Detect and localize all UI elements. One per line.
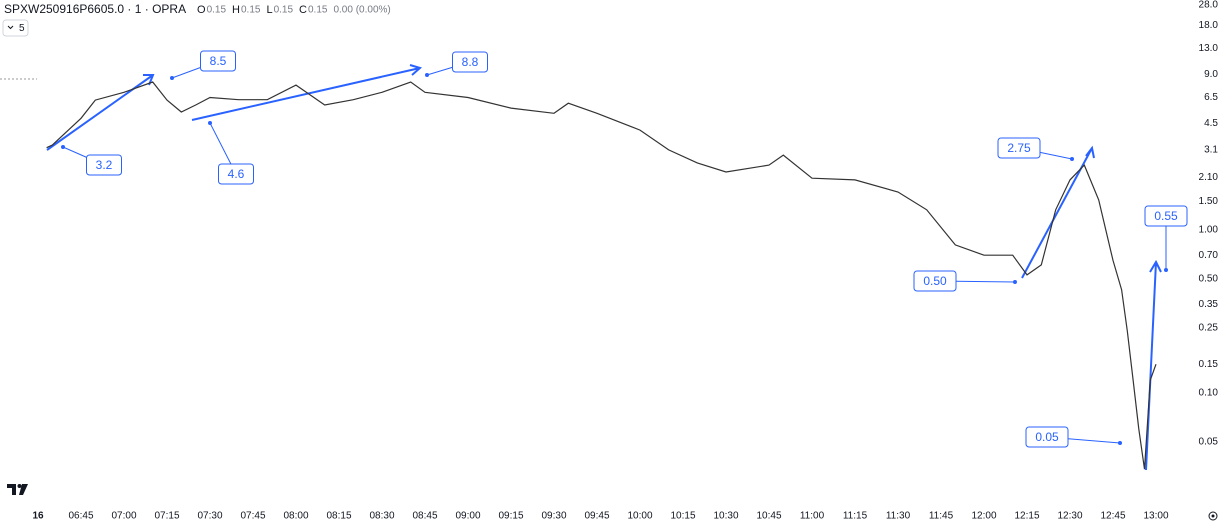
callout-box: [452, 51, 488, 73]
callout-box: [1144, 205, 1188, 227]
callout-anchor: [425, 73, 429, 77]
y-tick-label: 0.05: [1199, 437, 1219, 448]
x-tick-label: 12:00: [971, 511, 996, 522]
x-tick-label: 13:00: [1143, 511, 1168, 522]
ohlc-value: 0.15: [274, 5, 294, 16]
callout-box: [1025, 426, 1069, 448]
y-tick-label: 3.1: [1204, 145, 1218, 156]
ohlc-key: O: [197, 4, 206, 16]
tv-logo: [7, 484, 28, 495]
callout-anchor: [170, 76, 174, 80]
callout-anchor: [1013, 280, 1017, 284]
x-tick-label: 08:15: [326, 511, 351, 522]
callout-anchor: [61, 145, 65, 149]
y-tick-label: 0.50: [1199, 274, 1219, 285]
y-tick-label: 0.15: [1199, 359, 1219, 370]
callout-label: 4.6: [228, 167, 245, 181]
x-tick-label: 07:00: [111, 511, 136, 522]
callout: 2.75: [997, 137, 1074, 161]
y-tick-label: 0.35: [1199, 299, 1219, 310]
ohlc-key: L: [266, 4, 272, 16]
callout-label: 2.75: [1007, 141, 1031, 155]
callout-label: 0.50: [923, 274, 947, 288]
x-tick-label: 10:00: [627, 511, 652, 522]
callout: 0.05: [1025, 426, 1122, 448]
x-tick-label: 09:00: [455, 511, 480, 522]
ohlc-key: C: [299, 4, 307, 16]
interval[interactable]: 5: [19, 23, 25, 34]
ohlc-legend: O 0.15 H 0.15 L 0.15 C 0.15 0.00 (0.00%): [197, 4, 391, 16]
x-tick-label: 12:15: [1014, 511, 1039, 522]
x-tick-label: 12:45: [1100, 511, 1125, 522]
ohlc-value: 0.15: [308, 5, 328, 16]
y-tick-label: 9.0: [1204, 69, 1218, 80]
symbol: SPXW250916P6605.0 · 1 · OPRA: [4, 2, 186, 16]
callout: 8.5: [170, 50, 236, 80]
x-tick-label: 10:15: [670, 511, 695, 522]
callout-label: 0.55: [1154, 209, 1178, 223]
callout-box: [86, 154, 122, 176]
price-line: [46, 81, 1157, 470]
y-tick-label: 0.25: [1199, 323, 1219, 334]
y-tick-label: 1.00: [1199, 225, 1219, 236]
callout: 4.6: [208, 121, 254, 185]
x-tick-label: 12:30: [1057, 511, 1082, 522]
callout-box: [218, 163, 254, 185]
callout-label: 3.2: [96, 158, 113, 172]
callout-box: [997, 137, 1041, 159]
x-tick-label: 10:45: [756, 511, 781, 522]
y-tick-label: 6.5: [1204, 92, 1218, 103]
y-tick-label: 1.50: [1199, 196, 1219, 207]
x-tick-label: 07:15: [154, 511, 179, 522]
y-tick-label: 18.0: [1199, 20, 1219, 31]
x-tick-label: 08:00: [283, 511, 308, 522]
x-tick-label: 09:45: [584, 511, 609, 522]
callout-anchor: [1118, 441, 1122, 445]
y-tick-label: 28.0: [1199, 0, 1219, 11]
x-tick-label: 06:45: [68, 511, 93, 522]
x-tick-label: 09:15: [498, 511, 523, 522]
callout-box: [200, 50, 236, 72]
callout-box: [913, 270, 957, 292]
ohlc-key: H: [232, 4, 240, 16]
callout: 0.55: [1144, 205, 1188, 272]
x-tick-label: 16: [32, 511, 44, 522]
y-tick-label: 4.5: [1204, 118, 1218, 129]
x-tick-label: 08:30: [369, 511, 394, 522]
y-tick-label: 0.10: [1199, 388, 1219, 399]
settings-icon[interactable]: [1208, 511, 1218, 521]
callout: 8.8: [425, 51, 488, 77]
trend-lines: [46, 64, 1162, 471]
y-tick-label: 2.10: [1199, 172, 1219, 183]
callout-label: 8.8: [462, 55, 479, 69]
callout-anchor: [1164, 268, 1168, 272]
interval-button[interactable]: 5: [2, 19, 29, 37]
x-tick-label: 10:30: [713, 511, 738, 522]
ohlc-value: 0.15: [207, 5, 227, 16]
callout-label: 0.05: [1035, 430, 1059, 444]
callout-anchor: [1070, 157, 1074, 161]
x-tick-label: 11:00: [800, 511, 825, 522]
x-tick-label: 07:45: [240, 511, 265, 522]
ohlc-value: 0.15: [241, 5, 261, 16]
callout-anchor: [208, 121, 212, 125]
x-tick-label: 09:30: [541, 511, 566, 522]
y-tick-label: 0.70: [1199, 250, 1219, 261]
x-tick-label: 07:30: [197, 511, 222, 522]
y-tick-label: 13.0: [1199, 43, 1219, 54]
change: 0.00 (0.00%): [333, 5, 390, 16]
x-tick-label: 11:30: [886, 511, 911, 522]
callout: 0.50: [913, 270, 1017, 292]
callout-label: 8.5: [210, 54, 227, 68]
callout: 3.2: [61, 145, 122, 176]
x-tick-label: 08:45: [412, 511, 437, 522]
x-tick-label: 11:45: [929, 511, 954, 522]
x-tick-label: 11:15: [843, 511, 868, 522]
